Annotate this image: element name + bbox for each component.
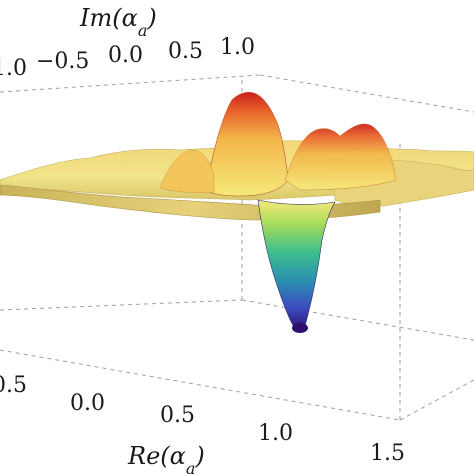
re-tick-label: 0.0 <box>70 391 105 416</box>
box-edge <box>0 74 261 93</box>
dip-tip <box>292 323 308 333</box>
im-axis: 1.0 −0.5 0.0 0.5 1.0 Im(αa) <box>0 4 255 81</box>
box-edge <box>0 349 401 421</box>
re-tick-label: 0.5 <box>160 403 195 428</box>
surface-peak-main <box>204 91 289 197</box>
surface-dip <box>257 199 336 332</box>
box-edge <box>241 299 474 341</box>
box-edge <box>259 74 474 113</box>
im-tick-label: 1.0 <box>220 35 255 60</box>
re-tick-label: 0.5 <box>0 373 27 398</box>
im-tick-label: 1.0 <box>0 56 27 81</box>
im-tick-label: 0.5 <box>168 39 203 64</box>
box-edge <box>0 299 243 311</box>
re-axis-label: Re(αa) <box>127 442 205 474</box>
box-edge <box>399 379 474 421</box>
im-tick-label: 0.0 <box>108 43 143 68</box>
re-tick-label: 1.0 <box>258 421 293 446</box>
im-axis-label: Im(αa) <box>79 4 157 40</box>
re-axis: 0.5 0.0 0.5 1.0 1.5 Re(αa) <box>0 373 405 474</box>
re-tick-label: 1.5 <box>370 441 405 466</box>
surface-bump-left <box>159 149 215 194</box>
surface-peak-right <box>284 123 397 191</box>
im-tick-label: −0.5 <box>36 49 89 74</box>
surface <box>0 91 474 333</box>
